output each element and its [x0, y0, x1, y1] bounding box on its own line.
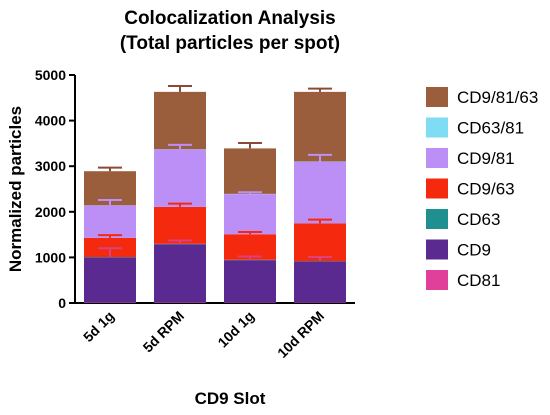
bar-segment-cd9-81-10d-1g — [224, 194, 276, 235]
y-tick-label: 5000 — [35, 67, 66, 83]
y-tick-label: 0 — [58, 295, 66, 311]
bar-segment-cd9-10d-rpm — [294, 261, 346, 303]
bar-segment-cd9-63-10d-rpm — [294, 223, 346, 262]
legend-swatch-cd9-63 — [426, 178, 448, 199]
bar-segment-cd9-81-5d-rpm — [154, 149, 206, 207]
x-tick-label-5d-1g: 5d 1g — [80, 308, 117, 345]
bar-segment-cd9-81-63-10d-1g — [224, 148, 276, 194]
y-tick-label: 3000 — [35, 158, 66, 174]
y-tick-label: 4000 — [35, 113, 66, 129]
bar-segment-cd9-5d-rpm — [154, 244, 206, 303]
x-axis-title: CD9 Slot — [195, 389, 266, 408]
bar-segment-cd9-10d-1g — [224, 260, 276, 303]
plot-area: 0 1000 2000 3000 4000 5000 5d 1g 5d RPM 10d 1g 10… — [35, 67, 355, 361]
chart-subtitle: (Total particles per spot) — [120, 33, 340, 54]
y-tick-label: 1000 — [35, 249, 66, 265]
legend-swatch-cd9-81 — [426, 148, 448, 168]
legend-label-cd9-81: CD9/81 — [457, 149, 515, 168]
bar-segment-cd9-81-63-5d-rpm — [154, 91, 206, 150]
legend-label-cd63-81: CD63/81 — [457, 119, 524, 138]
bar-segment-cd9-81-10d-rpm — [294, 161, 346, 224]
legend-swatch-cd63 — [426, 209, 448, 229]
legend-label-cd63: CD63 — [457, 210, 500, 229]
y-tick-label: 2000 — [35, 204, 66, 220]
legend-swatch-cd9 — [426, 239, 448, 260]
bar-segment-cd9-63-5d-rpm — [154, 206, 206, 244]
legend-label-cd9: CD9 — [457, 241, 491, 260]
chart-title: Colocalization Analysis — [124, 8, 336, 29]
legend-label-cd81: CD81 — [457, 271, 500, 290]
legend-swatch-cd63-81 — [426, 117, 448, 138]
x-tick-label-5d-rpm: 5d RPM — [140, 308, 188, 356]
bar-segment-cd9-5d-1g — [84, 257, 136, 303]
legend: CD9/81/63 CD63/81 CD9/81 CD9/63 CD63 CD9 CD81 — [426, 87, 538, 290]
legend-label-cd9-63: CD9/63 — [457, 180, 515, 199]
y-axis-title: Normalized particles — [6, 106, 25, 272]
legend-label-cd9-81-63: CD9/81/63 — [457, 88, 538, 107]
legend-swatch-cd81 — [426, 270, 448, 290]
x-tick-label-10d-rpm: 10d RPM — [274, 308, 327, 361]
bar-segment-cd9-81-63-10d-rpm — [294, 91, 346, 162]
legend-swatch-cd9-81-63 — [426, 87, 448, 107]
x-tick-label-10d-1g: 10d 1g — [214, 308, 257, 351]
bar-segment-cd9-81-5d-1g — [84, 205, 136, 238]
